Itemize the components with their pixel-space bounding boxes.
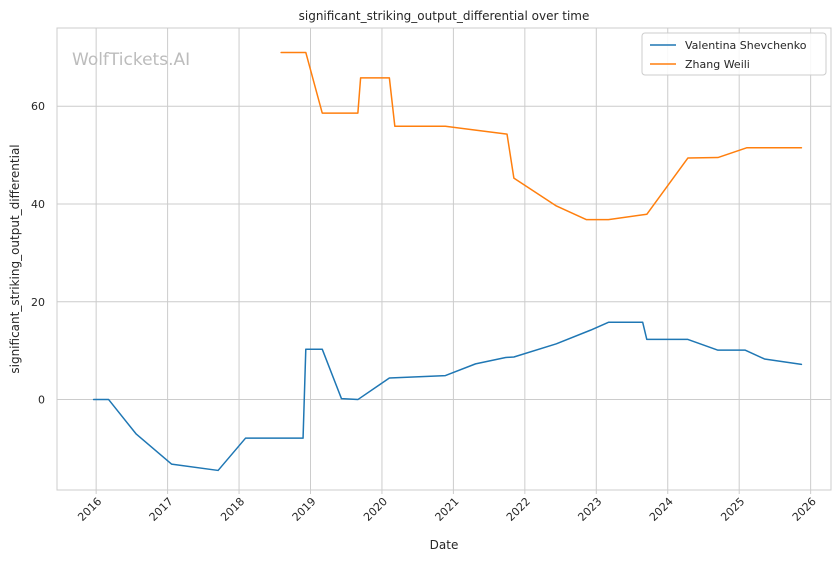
legend: Valentina Shevchenko Zhang Weili	[641, 32, 827, 76]
y-tick-label: 20	[31, 296, 45, 309]
series-line-0	[92, 321, 803, 472]
series-line-1	[280, 51, 803, 221]
watermark: WolfTickets.AI	[72, 50, 190, 70]
y-tick-label: 40	[31, 198, 45, 211]
legend-label-shevchenko: Valentina Shevchenko	[685, 39, 807, 52]
y-axis-label: significant_striking_output_differential	[8, 144, 22, 373]
plot-frame	[56, 27, 832, 491]
chart-title: significant_striking_output_differential…	[299, 9, 590, 23]
grid	[57, 28, 831, 490]
y-axis-ticks: 0 20 40 60	[31, 100, 45, 406]
legend-frame	[641, 32, 827, 76]
legend-label-zhang: Zhang Weili	[685, 58, 750, 71]
plot-background	[57, 28, 831, 490]
series-layer	[92, 51, 803, 472]
x-axis-label: Date	[430, 538, 459, 552]
y-tick-label: 60	[31, 100, 45, 113]
y-tick-label: 0	[38, 394, 45, 407]
